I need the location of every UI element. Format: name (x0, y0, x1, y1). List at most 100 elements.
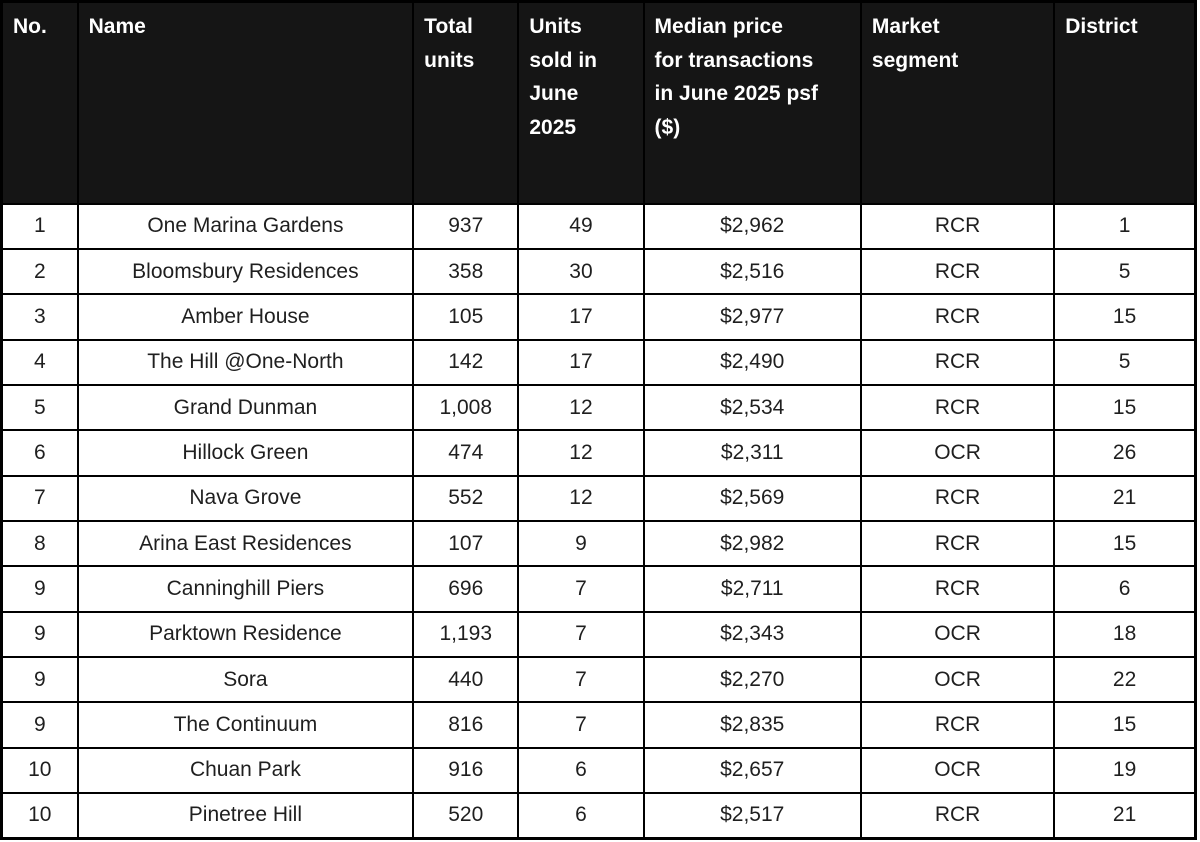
cell-units_sold_june_2025: 9 (517, 519, 645, 568)
cell-no: 2 (0, 247, 79, 296)
column-header-no: No. (0, 0, 79, 205)
cell-name: Amber House (76, 293, 415, 341)
cell-units_sold_june_2025: 30 (517, 247, 645, 296)
cell-total_units: 1,008 (412, 383, 520, 432)
cell-district: 22 (1053, 655, 1197, 704)
table-row: 1 One Marina Gardens 937 49 $2,962 RCR 1 (0, 202, 1197, 250)
cell-total_units: 937 (412, 202, 520, 250)
cell-name: Grand Dunman (76, 383, 415, 432)
cell-district: 19 (1053, 746, 1197, 794)
column-header-market-segment: Market segment (859, 0, 1056, 205)
table-row: 5 Grand Dunman 1,008 12 $2,534 RCR 15 (0, 383, 1197, 432)
cell-district: 18 (1053, 610, 1197, 658)
cell-district: 15 (1053, 383, 1197, 432)
cell-units_sold_june_2025: 17 (517, 338, 645, 386)
cell-market_segment: RCR (859, 519, 1056, 568)
cell-district: 15 (1053, 701, 1197, 749)
cell-market_segment: RCR (859, 247, 1056, 296)
table-row: 8 Arina East Residences 107 9 $2,982 RCR 15 (0, 519, 1197, 568)
cell-name: Chuan Park (76, 746, 415, 794)
cell-median_price_june_2025_psf: $2,962 (642, 202, 862, 250)
cell-total_units: 916 (412, 746, 520, 794)
cell-total_units: 107 (412, 519, 520, 568)
cell-no: 7 (0, 474, 79, 522)
cell-units_sold_june_2025: 7 (517, 565, 645, 613)
cell-units_sold_june_2025: 12 (517, 383, 645, 432)
cell-median_price_june_2025_psf: $2,835 (642, 701, 862, 749)
cell-district: 26 (1053, 429, 1197, 477)
header-row: No. Name Total units Units sold in June … (0, 0, 1197, 205)
cell-name: Bloomsbury Residences (76, 247, 415, 296)
cell-no: 10 (0, 746, 79, 794)
table-row: 7 Nava Grove 552 12 $2,569 RCR 21 (0, 474, 1197, 522)
cell-units_sold_june_2025: 12 (517, 474, 645, 522)
cell-no: 9 (0, 610, 79, 658)
table-row: 3 Amber House 105 17 $2,977 RCR 15 (0, 293, 1197, 341)
cell-total_units: 440 (412, 655, 520, 704)
table-row: 4 The Hill @One-North 142 17 $2,490 RCR 5 (0, 338, 1197, 386)
cell-no: 4 (0, 338, 79, 386)
cell-market_segment: OCR (859, 655, 1056, 704)
cell-district: 21 (1053, 791, 1197, 840)
cell-district: 1 (1053, 202, 1197, 250)
cell-market_segment: OCR (859, 429, 1056, 477)
cell-no: 6 (0, 429, 79, 477)
cell-median_price_june_2025_psf: $2,343 (642, 610, 862, 658)
cell-units_sold_june_2025: 49 (517, 202, 645, 250)
table-row: 9 Parktown Residence 1,193 7 $2,343 OCR 18 (0, 610, 1197, 658)
column-header-total-units: Total units (412, 0, 520, 205)
cell-district: 21 (1053, 474, 1197, 522)
cell-median_price_june_2025_psf: $2,534 (642, 383, 862, 432)
cell-no: 10 (0, 791, 79, 840)
cell-median_price_june_2025_psf: $2,977 (642, 293, 862, 341)
cell-name: Canninghill Piers (76, 565, 415, 613)
cell-market_segment: RCR (859, 565, 1056, 613)
table-row: 9 Canninghill Piers 696 7 $2,711 RCR 6 (0, 565, 1197, 613)
cell-total_units: 358 (412, 247, 520, 296)
cell-median_price_june_2025_psf: $2,711 (642, 565, 862, 613)
column-header-units-sold: Units sold in June 2025 (517, 0, 645, 205)
cell-name: The Hill @One-North (76, 338, 415, 386)
cell-name: Nava Grove (76, 474, 415, 522)
cell-market_segment: RCR (859, 701, 1056, 749)
cell-market_segment: OCR (859, 610, 1056, 658)
cell-name: One Marina Gardens (76, 202, 415, 250)
cell-total_units: 520 (412, 791, 520, 840)
table-header: No. Name Total units Units sold in June … (0, 0, 1197, 205)
cell-district: 15 (1053, 293, 1197, 341)
table-row: 9 The Continuum 816 7 $2,835 RCR 15 (0, 701, 1197, 749)
cell-median_price_june_2025_psf: $2,569 (642, 474, 862, 522)
cell-total_units: 1,193 (412, 610, 520, 658)
table-body: 1 One Marina Gardens 937 49 $2,962 RCR 1 2 Bloom… (0, 202, 1197, 840)
cell-total_units: 142 (412, 338, 520, 386)
table-row: 2 Bloomsbury Residences 358 30 $2,516 RCR 5 (0, 247, 1197, 296)
column-header-name: Name (76, 0, 415, 205)
cell-district: 15 (1053, 519, 1197, 568)
cell-total_units: 816 (412, 701, 520, 749)
cell-median_price_june_2025_psf: $2,490 (642, 338, 862, 386)
cell-no: 9 (0, 701, 79, 749)
cell-units_sold_june_2025: 12 (517, 429, 645, 477)
cell-market_segment: RCR (859, 202, 1056, 250)
cell-median_price_june_2025_psf: $2,657 (642, 746, 862, 794)
table-row: 9 Sora 440 7 $2,270 OCR 22 (0, 655, 1197, 704)
cell-no: 3 (0, 293, 79, 341)
cell-market_segment: OCR (859, 746, 1056, 794)
cell-district: 5 (1053, 338, 1197, 386)
cell-name: Parktown Residence (76, 610, 415, 658)
cell-market_segment: RCR (859, 293, 1056, 341)
cell-units_sold_june_2025: 6 (517, 746, 645, 794)
cell-median_price_june_2025_psf: $2,516 (642, 247, 862, 296)
cell-total_units: 552 (412, 474, 520, 522)
cell-no: 1 (0, 202, 79, 250)
column-header-median-price: Median price for transactions in June 20… (642, 0, 862, 205)
cell-median_price_june_2025_psf: $2,270 (642, 655, 862, 704)
column-header-district: District (1053, 0, 1197, 205)
cell-no: 9 (0, 655, 79, 704)
cell-district: 6 (1053, 565, 1197, 613)
cell-median_price_june_2025_psf: $2,517 (642, 791, 862, 840)
cell-units_sold_june_2025: 7 (517, 610, 645, 658)
cell-market_segment: RCR (859, 791, 1056, 840)
